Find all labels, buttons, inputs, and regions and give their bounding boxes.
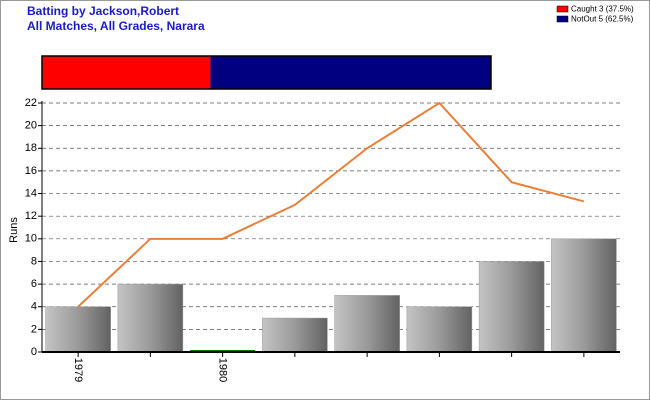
proportion-segment xyxy=(210,56,491,89)
bar xyxy=(334,295,400,353)
y-tick-label: 16 xyxy=(25,165,37,177)
y-tick-label: 12 xyxy=(25,210,37,222)
y-tick-label: 4 xyxy=(31,301,37,313)
y-tick-label: 0 xyxy=(31,346,37,358)
legend-swatch xyxy=(556,15,569,23)
legend-swatch xyxy=(556,5,569,13)
y-axis-label: Runs xyxy=(8,217,20,243)
bar xyxy=(262,317,328,353)
y-tick-label: 22 xyxy=(25,97,37,109)
y-tick-label: 20 xyxy=(25,120,37,132)
line xyxy=(77,101,585,308)
y-tick-label: 8 xyxy=(31,255,37,267)
proportion-segment xyxy=(42,56,211,89)
legend-label: Caught 3 (37.5%) xyxy=(571,5,634,14)
bar xyxy=(478,261,545,353)
chart-subtitle: All Matches, All Grades, Narara xyxy=(27,19,205,33)
y-tick-label: 10 xyxy=(25,233,37,245)
bar xyxy=(406,306,473,353)
proportion-border xyxy=(41,55,492,90)
x-tick-label: 1979 xyxy=(72,358,84,382)
bar xyxy=(117,283,184,353)
y-tick-label: 6 xyxy=(31,278,37,290)
bar xyxy=(551,238,617,353)
y-tick-label: 2 xyxy=(31,323,37,335)
y-tick-label: 18 xyxy=(25,142,37,154)
y-tick-label: 14 xyxy=(25,187,37,199)
bar xyxy=(45,306,111,353)
x-tick-label: 1980 xyxy=(217,358,229,382)
legend-label: NotOut 5 (62.5%) xyxy=(571,15,634,24)
chart-title: Batting by Jackson,Robert xyxy=(27,4,179,18)
